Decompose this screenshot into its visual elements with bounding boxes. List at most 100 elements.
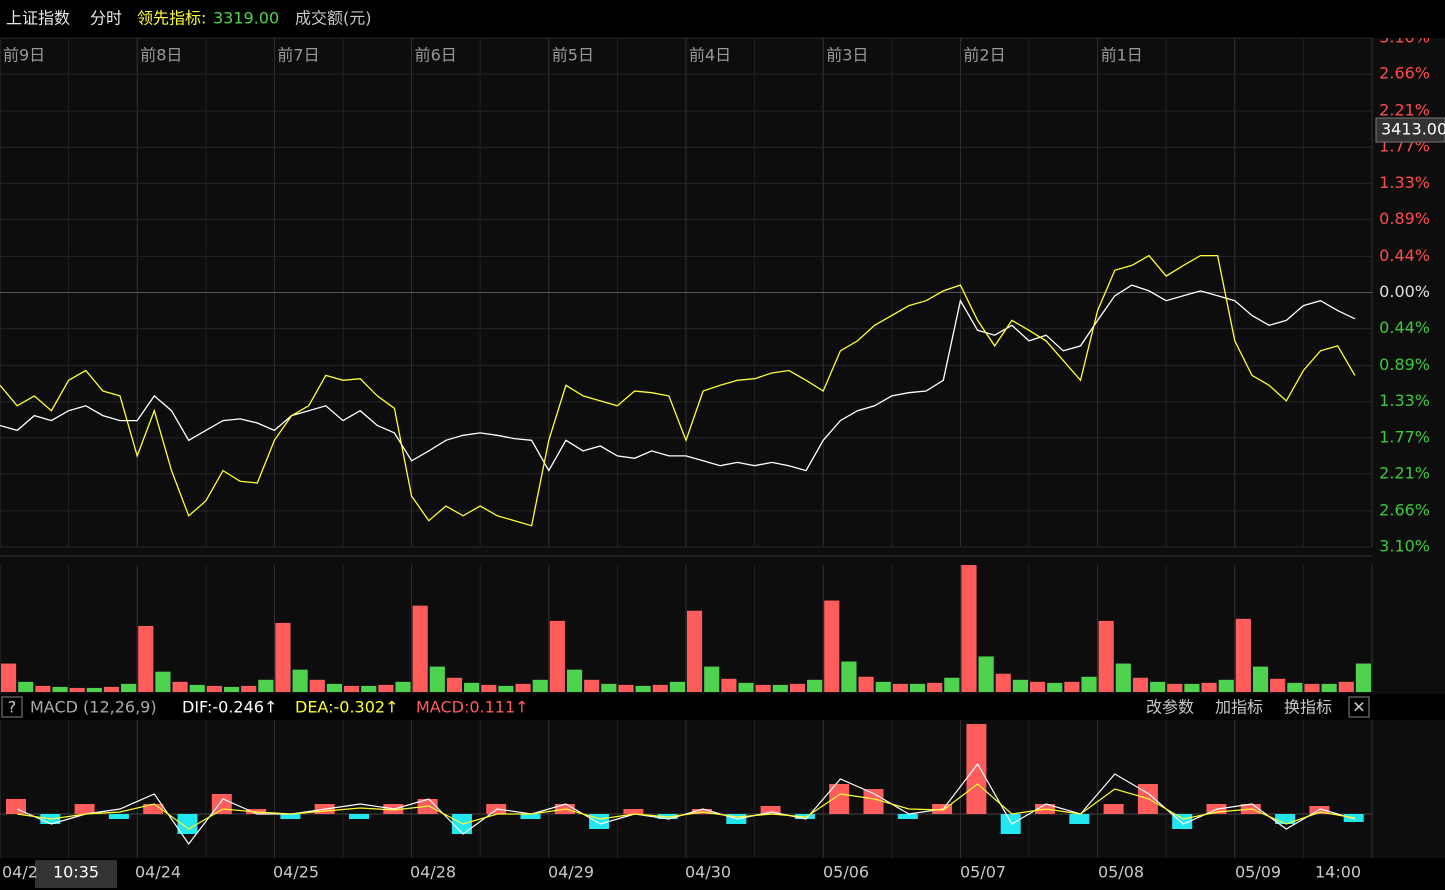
- day-label: 前6日: [415, 46, 457, 65]
- price-line: [0, 284, 1356, 472]
- volume-bar: [292, 669, 308, 692]
- price-line: [0, 254, 1356, 527]
- macd-value: MACD:0.111↑: [416, 698, 529, 717]
- volume-label: 成交额(元): [295, 9, 372, 28]
- date-label: 04/2: [2, 863, 38, 882]
- day-label: 前4日: [689, 46, 731, 65]
- y-tick-label: 0.89%: [1379, 209, 1430, 228]
- volume-bar: [1115, 663, 1131, 692]
- volume-bar: [1098, 620, 1114, 692]
- volume-bar: [961, 565, 977, 692]
- volume-bar: [121, 683, 137, 692]
- indicator-label: 领先指标:: [137, 9, 206, 28]
- dif: DIF:-0.246↑: [182, 698, 277, 717]
- volume-bar: [1321, 683, 1337, 692]
- volume-bar: [1355, 663, 1371, 692]
- volume-bar: [1, 663, 17, 692]
- volume-bar: [584, 679, 600, 692]
- macd-bar: [486, 804, 507, 814]
- volume-bar: [1150, 681, 1166, 692]
- y-tick-label: 1.33%: [1379, 173, 1430, 192]
- volume-bar: [223, 686, 240, 692]
- volume-bar: [807, 679, 823, 692]
- indicator-value: 3319.00: [213, 9, 279, 28]
- help[interactable]: ?: [8, 698, 17, 717]
- volume-bar: [669, 681, 685, 692]
- y-tick-label: 0.44%: [1379, 318, 1430, 337]
- cursor-price: 3413.00: [1381, 120, 1445, 139]
- time-axis: [0, 858, 1445, 890]
- macd-bar: [108, 814, 129, 819]
- volume-bar: [309, 679, 325, 692]
- macd-bar: [74, 804, 95, 814]
- button[interactable]: 加指标: [1215, 698, 1263, 717]
- volume-bar: [875, 681, 891, 692]
- y-tick-label: 2.21%: [1379, 463, 1430, 482]
- y-tick-label: 0.89%: [1379, 355, 1430, 374]
- macd-bar: [280, 814, 301, 819]
- volume-bar: [515, 683, 531, 692]
- volume-bar: [344, 685, 360, 692]
- volume-bar: [601, 683, 617, 692]
- y-tick-label: 0.44%: [1379, 246, 1430, 265]
- volume-bar: [498, 685, 514, 692]
- y-tick-label: 2.21%: [1379, 101, 1430, 120]
- y-tick-label: 2.66%: [1379, 64, 1430, 83]
- volume-bar: [704, 666, 720, 692]
- date-label: 04/25: [273, 863, 319, 882]
- day-label: 前1日: [1101, 46, 1143, 65]
- volume-bar: [1184, 683, 1200, 692]
- macd-bar: [143, 804, 164, 814]
- volume-bar: [738, 682, 754, 692]
- volume-bar: [52, 686, 68, 692]
- volume-bar: [241, 685, 257, 692]
- volume-bar: [1270, 678, 1286, 692]
- volume-bar: [978, 656, 994, 692]
- volume-bar: [1167, 683, 1183, 692]
- volume-bar: [395, 681, 411, 692]
- volume-bar: [618, 684, 634, 692]
- date-label: 05/08: [1098, 863, 1144, 882]
- volume-bar: [721, 678, 737, 692]
- dea: DEA:-0.302↑: [295, 698, 398, 717]
- date-label: 04/24: [135, 863, 181, 882]
- volume-bar: [1081, 676, 1097, 692]
- macd-bar: [1275, 814, 1296, 824]
- volume-bar: [789, 683, 806, 692]
- volume-bar: [841, 661, 857, 692]
- volume-bar: [69, 687, 85, 692]
- button[interactable]: 改参数: [1146, 698, 1194, 717]
- volume-bar: [1218, 679, 1234, 692]
- volume-bar: [412, 605, 428, 692]
- macd-bar: [623, 809, 644, 814]
- volume-bar: [86, 687, 102, 692]
- close[interactable]: ✕: [1352, 698, 1365, 717]
- macd-bar: [829, 784, 850, 814]
- volume-bar: [1030, 681, 1046, 692]
- volume-bar: [927, 682, 943, 692]
- volume-bar: [206, 685, 222, 692]
- volume-bar: [635, 685, 651, 692]
- volume-bar: [944, 677, 960, 692]
- day-label: 前7日: [277, 46, 319, 65]
- day-label: 前9日: [3, 46, 45, 65]
- volume-bar: [1132, 677, 1149, 692]
- help-box[interactable]: [1, 696, 23, 718]
- date-label: 14:00: [1315, 863, 1361, 882]
- volume-bar: [138, 625, 154, 692]
- volume-bar: [1235, 618, 1251, 692]
- macd-line: [17, 783, 1356, 830]
- button[interactable]: 换指标: [1284, 698, 1332, 717]
- volume-bar: [1064, 681, 1080, 692]
- macd-bar: [692, 809, 712, 814]
- volume-bar: [464, 682, 480, 692]
- volume-bar: [755, 684, 771, 692]
- index-name[interactable]: 上证指数: [6, 9, 70, 28]
- volume-bar: [155, 671, 171, 692]
- header-bar: [0, 0, 1445, 38]
- volume-bar: [1338, 681, 1354, 692]
- y-tick-label: 3.10%: [1379, 537, 1430, 556]
- close-box[interactable]: [1348, 696, 1370, 718]
- mode[interactable]: 分时: [90, 9, 122, 28]
- date-label: 04/30: [685, 863, 731, 882]
